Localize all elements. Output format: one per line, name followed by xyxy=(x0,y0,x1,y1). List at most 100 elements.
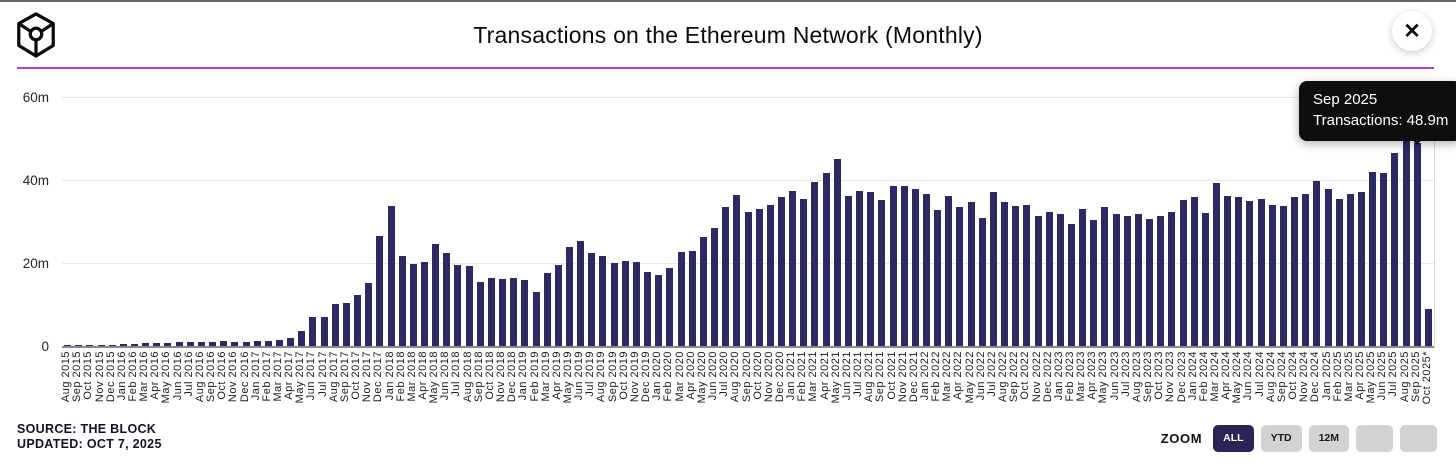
bar[interactable] xyxy=(108,345,116,346)
bar[interactable] xyxy=(1168,212,1176,346)
bar[interactable] xyxy=(1391,153,1399,346)
bar[interactable] xyxy=(956,207,964,346)
bar[interactable] xyxy=(86,345,94,346)
bar[interactable] xyxy=(220,341,228,346)
bar[interactable] xyxy=(911,189,919,346)
bar[interactable] xyxy=(521,280,529,346)
bar[interactable] xyxy=(722,207,730,346)
zoom-button-4[interactable] xyxy=(1356,424,1393,452)
bar[interactable] xyxy=(153,343,161,346)
bar[interactable] xyxy=(1279,206,1287,346)
bar[interactable] xyxy=(833,159,841,346)
bar[interactable] xyxy=(1079,209,1087,346)
bar[interactable] xyxy=(1112,214,1120,346)
bar[interactable] xyxy=(365,283,373,346)
bar[interactable] xyxy=(1023,205,1031,346)
bar[interactable] xyxy=(1190,197,1198,346)
bar[interactable] xyxy=(264,341,272,346)
bar[interactable] xyxy=(1212,183,1220,346)
bar[interactable] xyxy=(1246,201,1254,346)
bar[interactable] xyxy=(711,228,719,346)
bar[interactable] xyxy=(1201,213,1209,346)
bar[interactable] xyxy=(1134,214,1142,346)
bar[interactable] xyxy=(499,279,507,346)
bar[interactable] xyxy=(889,186,897,346)
zoom-button-ytd[interactable]: YTD xyxy=(1260,424,1302,452)
bar[interactable] xyxy=(331,304,339,346)
bar[interactable] xyxy=(409,264,417,346)
bar[interactable] xyxy=(253,341,261,346)
bar[interactable] xyxy=(1313,181,1321,346)
bar[interactable] xyxy=(822,173,830,346)
bar[interactable] xyxy=(1101,207,1109,346)
bar[interactable] xyxy=(454,265,462,346)
bar[interactable] xyxy=(1324,189,1332,346)
bar[interactable] xyxy=(287,338,295,346)
bar[interactable] xyxy=(978,218,986,346)
bar[interactable] xyxy=(131,344,138,346)
bar[interactable] xyxy=(621,261,629,346)
bar[interactable] xyxy=(97,345,105,346)
bar[interactable] xyxy=(1413,143,1421,346)
bar[interactable] xyxy=(510,278,518,346)
bar[interactable] xyxy=(856,191,864,346)
bar[interactable] xyxy=(1012,206,1020,346)
bar[interactable] xyxy=(577,241,585,346)
bar[interactable] xyxy=(922,194,930,346)
bar[interactable] xyxy=(119,344,127,346)
bar[interactable] xyxy=(142,343,150,346)
bar[interactable] xyxy=(1056,214,1064,346)
bar[interactable] xyxy=(777,197,785,346)
bar[interactable] xyxy=(1369,172,1377,346)
bar[interactable] xyxy=(744,212,752,346)
bar[interactable] xyxy=(320,317,328,346)
bar[interactable] xyxy=(186,342,194,346)
bar[interactable] xyxy=(1268,205,1276,346)
bar[interactable] xyxy=(967,202,975,346)
zoom-button-5[interactable] xyxy=(1400,424,1437,452)
bar[interactable] xyxy=(175,342,183,346)
bar[interactable] xyxy=(1257,199,1265,346)
bar[interactable] xyxy=(1335,199,1343,346)
bar[interactable] xyxy=(342,303,350,346)
bar[interactable] xyxy=(1224,196,1232,346)
bar[interactable] xyxy=(231,342,239,346)
bar[interactable] xyxy=(1067,224,1075,346)
bar[interactable] xyxy=(1045,212,1053,346)
bar[interactable] xyxy=(655,275,663,346)
zoom-button-all[interactable]: ALL xyxy=(1213,424,1254,452)
bar[interactable] xyxy=(867,192,875,346)
zoom-button-12m[interactable]: 12M xyxy=(1308,424,1349,452)
bar[interactable] xyxy=(376,236,384,346)
bar[interactable] xyxy=(1123,216,1131,346)
bar[interactable] xyxy=(900,186,908,346)
bar[interactable] xyxy=(465,266,473,346)
bar[interactable] xyxy=(1034,216,1042,346)
bar[interactable] xyxy=(1380,173,1388,346)
bar[interactable] xyxy=(1146,219,1154,346)
bar[interactable] xyxy=(844,196,852,346)
bar[interactable] xyxy=(421,262,429,346)
bar[interactable] xyxy=(610,263,618,346)
bar[interactable] xyxy=(811,182,819,346)
bar[interactable] xyxy=(878,200,886,346)
bar[interactable] xyxy=(644,272,652,346)
bar[interactable] xyxy=(1358,192,1365,346)
bar[interactable] xyxy=(164,343,172,346)
bar[interactable] xyxy=(699,237,707,346)
bar[interactable] xyxy=(64,345,72,346)
bar[interactable] xyxy=(934,210,942,346)
bar[interactable] xyxy=(800,199,808,346)
close-button[interactable]: ✕ xyxy=(1392,11,1432,51)
bar[interactable] xyxy=(387,206,395,346)
bar[interactable] xyxy=(443,253,451,346)
bar[interactable] xyxy=(1291,197,1299,346)
bar[interactable] xyxy=(242,342,250,346)
bar[interactable] xyxy=(1346,194,1354,346)
bar[interactable] xyxy=(766,205,774,346)
bar[interactable] xyxy=(688,251,696,346)
bar[interactable] xyxy=(1302,194,1310,346)
bar[interactable] xyxy=(1424,309,1432,346)
bar[interactable] xyxy=(398,256,406,346)
bar[interactable] xyxy=(666,268,674,346)
